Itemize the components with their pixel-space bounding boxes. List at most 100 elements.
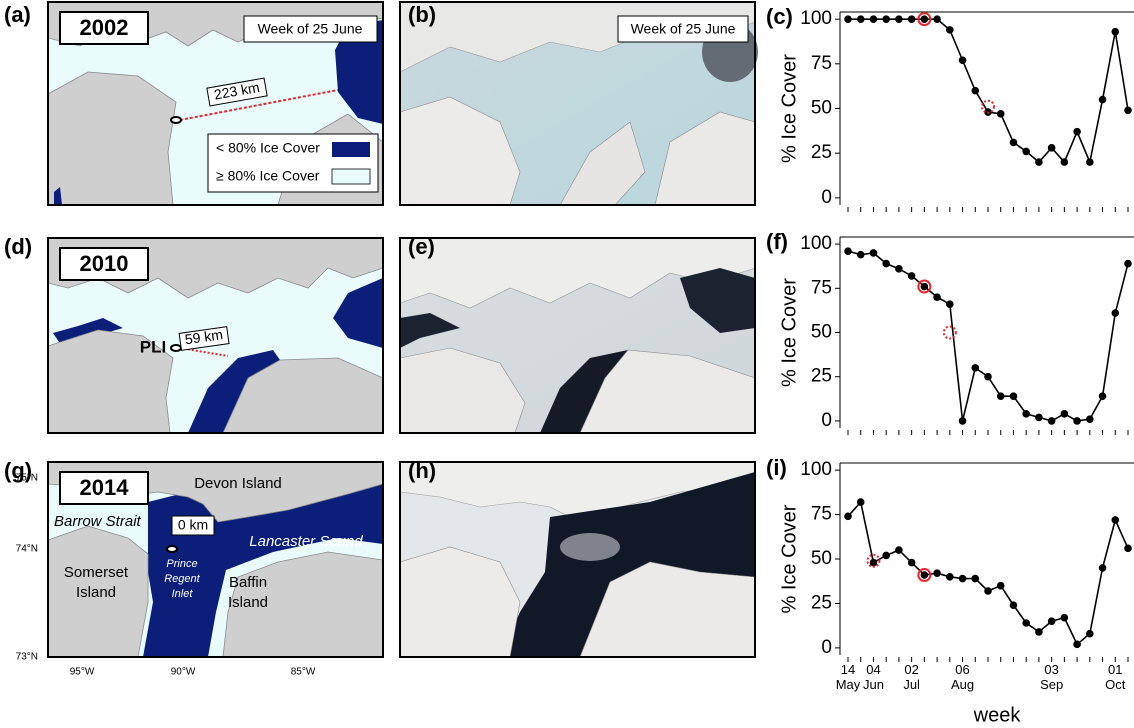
y-tick-label: 100 [800,8,832,29]
year-label: 2014 [80,475,130,500]
y-axis-label: % Ice Cover [778,278,800,387]
data-point [1061,158,1069,166]
y-axis-label: % Ice Cover [778,504,800,613]
data-point [1048,617,1056,625]
data-point [921,283,929,291]
y-axis-label: % Ice Cover [778,54,800,163]
y-tick-label: 100 [800,459,832,480]
data-point [1111,309,1119,317]
data-point [1035,414,1043,422]
y-tick-label: 0 [821,637,832,658]
satellite-b: Week of 25 June [400,2,758,205]
series-line [848,502,1128,644]
data-point [1086,415,1094,423]
y-tick-label: 0 [821,410,832,431]
data-point [1086,158,1094,166]
data-point [1022,410,1030,418]
data-point [921,15,929,23]
data-point [933,293,941,301]
series-line [848,251,1128,421]
data-point [971,364,979,372]
place-label: Inlet [172,588,194,600]
data-point [1022,619,1030,627]
data-point [997,582,1005,590]
data-point [997,392,1005,400]
data-point [946,26,954,34]
lon-label: 95°W [70,667,95,678]
data-point [1061,410,1069,418]
map-g: 2014 0 km Devon Island Barrow Strait Lan… [48,462,383,657]
data-point [857,15,865,23]
data-point [1035,628,1043,636]
data-point [908,272,916,280]
week-label: Week of 25 June [258,21,363,37]
data-point [984,373,992,381]
data-point [857,498,865,506]
year-label: 2010 [80,251,129,276]
place-label: Lancaster Sound [249,533,363,550]
y-tick-label: 100 [800,233,832,254]
legend-label: < 80% Ice Cover [216,140,320,156]
panel-label: (i) [766,455,787,480]
y-tick-label: 25 [811,366,832,387]
data-point [882,15,890,23]
panel-label: (a) [4,2,31,27]
place-label: Island [76,584,116,601]
figure: 223 km 2002 Week of 25 June < 80% Ice Co… [0,0,1134,728]
data-point [933,15,941,23]
data-point [933,569,941,577]
series-line [848,19,1128,162]
lat-label: 73°N [16,652,38,663]
data-point [1086,630,1094,638]
map-a: 223 km 2002 Week of 25 June < 80% Ice Co… [48,2,383,205]
data-point [1099,392,1107,400]
data-point [857,251,865,259]
distance-label: 0 km [178,517,208,533]
data-point [882,260,890,268]
data-point [921,571,929,579]
data-point [895,265,903,273]
data-point [870,15,878,23]
data-point [844,247,852,255]
panel-label: (b) [408,2,436,27]
data-point [971,575,979,583]
place-label: Devon Island [194,475,282,492]
lon-label: 90°W [171,667,196,678]
x-axis-label: week [973,704,1022,726]
y-tick-label: 75 [811,504,832,525]
data-point [870,249,878,257]
data-point [1010,601,1018,609]
data-point [1111,28,1119,36]
week-label: Week of 25 June [631,21,736,37]
y-tick-label: 0 [821,187,832,208]
data-point [1048,417,1056,425]
data-point [895,15,903,23]
y-tick-label: 75 [811,277,832,298]
data-point [984,587,992,595]
place-label: Prince [166,558,197,570]
y-tick-label: 75 [811,53,832,74]
data-point [959,417,967,425]
satellite-e [400,238,755,433]
data-point [959,56,967,64]
data-point [882,552,890,560]
data-point [1048,144,1056,152]
data-point [946,573,954,581]
data-point [1073,417,1081,425]
data-point [1022,148,1030,156]
data-point [959,575,967,583]
panel-label: (c) [766,4,793,29]
data-point [1035,158,1043,166]
y-tick-label: 50 [811,548,832,569]
data-point [1124,260,1132,268]
panel-label: (d) [4,234,32,259]
legend-swatch [332,142,370,157]
lon-label: 85°W [291,667,316,678]
place-label: Baffin [229,574,267,591]
panel-label: (f) [766,229,788,254]
legend-swatch [332,169,370,184]
data-point [1061,614,1069,622]
